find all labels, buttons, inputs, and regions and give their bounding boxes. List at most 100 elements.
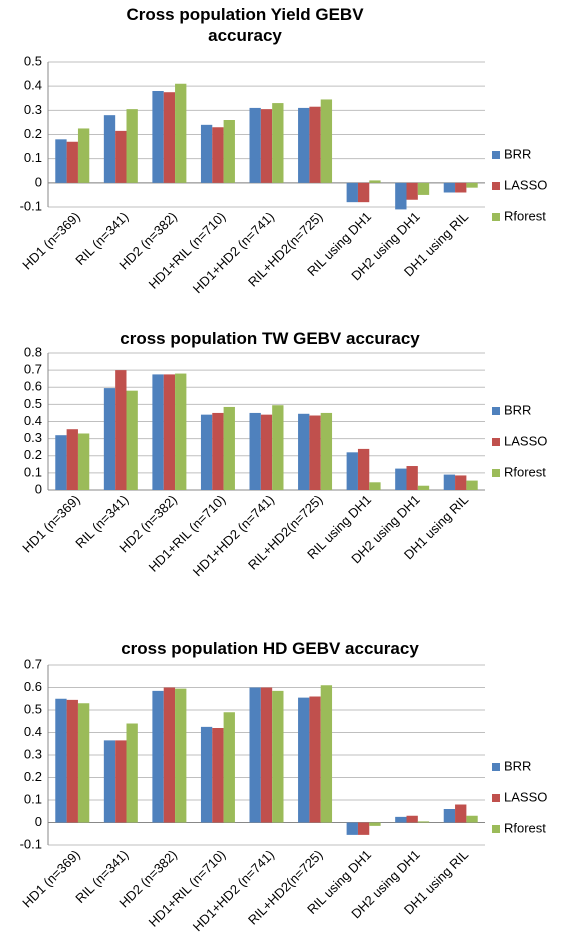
y-tick-label: 0 (35, 814, 42, 829)
y-tick-label: -0.1 (20, 836, 42, 851)
bar (103, 115, 116, 183)
bar (346, 822, 358, 835)
bar (395, 468, 407, 490)
y-tick-label: 0 (35, 481, 42, 496)
bar (175, 373, 187, 490)
bar (126, 723, 138, 823)
legend-swatch (492, 825, 500, 833)
bar (200, 124, 213, 183)
bar (466, 182, 478, 188)
bar (223, 406, 235, 490)
x-tick-label: HD1+HD2 (n=741) (190, 209, 277, 296)
bar (260, 109, 273, 183)
legend-swatch (492, 438, 500, 446)
bar (298, 697, 310, 823)
bar (466, 480, 478, 490)
y-tick-label: 0.3 (24, 430, 42, 445)
legend-label: BRR (504, 402, 531, 417)
bar (126, 390, 138, 490)
bar (369, 822, 381, 826)
bar (357, 822, 370, 835)
bar (320, 99, 333, 183)
y-tick-label: 0 (35, 174, 42, 189)
legend-label: BRR (504, 758, 531, 773)
chart-title: cross population TW GEBV accuracy (120, 329, 420, 348)
legend-label: LASSO (504, 789, 547, 804)
legend-swatch (492, 182, 500, 190)
bar (395, 816, 407, 823)
bar (406, 182, 418, 200)
chart-title: Cross population Yield GEBV accuracy (126, 5, 364, 45)
bar (406, 815, 418, 823)
y-tick-label: 0.2 (24, 126, 42, 141)
bar (115, 740, 127, 823)
bar (66, 429, 78, 490)
legend-swatch (492, 469, 500, 477)
bar (320, 412, 333, 490)
y-tick-label: 0.3 (24, 746, 42, 761)
bar (369, 180, 381, 183)
y-tick-label: 0.4 (24, 413, 42, 428)
bar (103, 388, 116, 490)
bar (309, 106, 321, 183)
legend-swatch (492, 763, 500, 771)
y-tick-label: 0.4 (24, 724, 42, 739)
bar (346, 452, 358, 490)
bar (466, 815, 478, 823)
bar (77, 128, 90, 183)
bar (249, 687, 261, 823)
bar (357, 182, 370, 203)
bar (417, 485, 430, 490)
y-tick-label: 0.7 (24, 656, 42, 671)
bar (298, 413, 310, 490)
bar (455, 475, 467, 490)
bar (455, 182, 467, 193)
legend-swatch (492, 407, 500, 415)
bar (443, 474, 456, 490)
chart-title: cross population HD GEBV accuracy (121, 639, 419, 658)
bar (103, 740, 116, 823)
bar (249, 107, 261, 183)
legend-swatch (492, 794, 500, 802)
bar (200, 414, 213, 490)
bar (175, 83, 187, 183)
y-tick-label: 0.5 (24, 53, 42, 68)
y-tick-label: 0.3 (24, 102, 42, 117)
bar (55, 435, 67, 490)
bar (163, 687, 176, 823)
bar (212, 127, 224, 183)
bar (55, 698, 67, 823)
bar (298, 107, 310, 183)
bar (223, 712, 235, 823)
bar (309, 415, 321, 490)
bar (175, 688, 187, 823)
bar (163, 92, 176, 183)
y-tick-label: 0.2 (24, 447, 42, 462)
bar (77, 703, 90, 823)
x-tick-label: HD1+HD2 (n=741) (190, 492, 277, 579)
x-tick-label: HD1 (n=369) (19, 492, 82, 555)
bar (260, 414, 273, 490)
bar (406, 466, 418, 490)
y-tick-label: 0.5 (24, 701, 42, 716)
bar (346, 182, 358, 203)
y-tick-label: 0.2 (24, 769, 42, 784)
bar (66, 699, 78, 823)
bar (272, 103, 284, 183)
bar (443, 182, 456, 193)
bar (272, 690, 284, 823)
bar (357, 448, 370, 490)
bar (200, 726, 213, 823)
bar (77, 433, 90, 490)
y-tick-label: 0.8 (24, 344, 42, 359)
bar (115, 370, 127, 490)
bar (152, 374, 164, 490)
y-tick-label: 0.6 (24, 679, 42, 694)
y-tick-label: -0.1 (20, 198, 42, 213)
bar (212, 728, 224, 823)
bar (309, 696, 321, 823)
legend-swatch (492, 151, 500, 159)
bar (369, 482, 381, 490)
y-tick-label: 0.5 (24, 396, 42, 411)
